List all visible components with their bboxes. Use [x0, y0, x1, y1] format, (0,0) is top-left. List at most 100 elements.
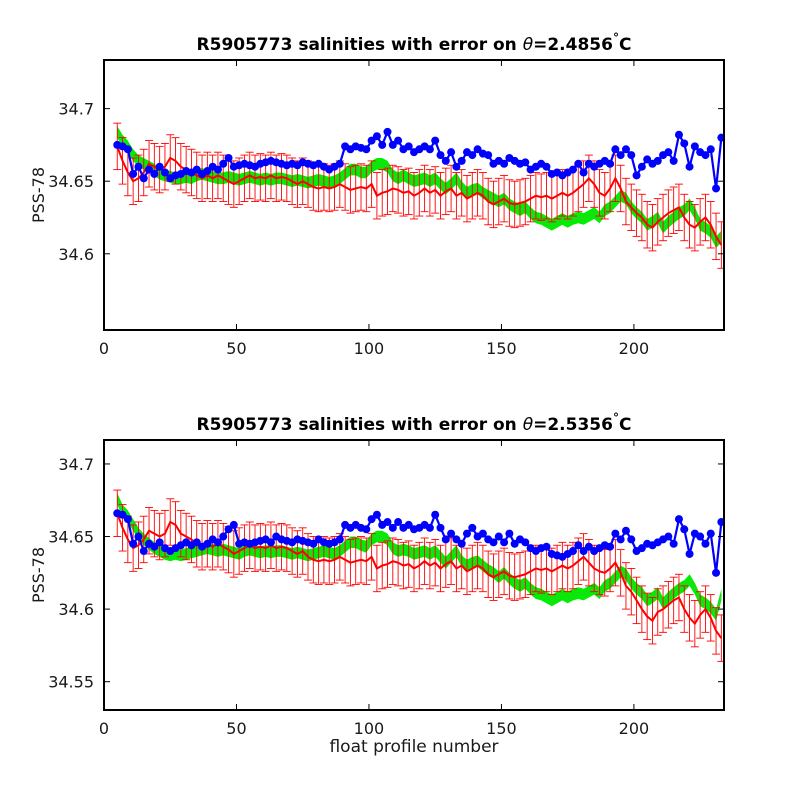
- uncorrected-salinity-point: [579, 547, 588, 556]
- x-tick-label: 200: [619, 339, 650, 358]
- uncorrected-salinity-point: [484, 151, 493, 160]
- uncorrected-salinity-point: [447, 148, 456, 157]
- uncorrected-salinity-point: [685, 549, 694, 558]
- uncorrected-salinity-point: [574, 541, 583, 550]
- x-tick-label: 200: [619, 719, 650, 738]
- y-tick-label: 34.65: [48, 172, 94, 191]
- y-tick-label: 34.55: [48, 673, 94, 692]
- uncorrected-salinity-point: [674, 515, 683, 524]
- uncorrected-salinity-point: [568, 165, 577, 174]
- uncorrected-salinity-point: [134, 162, 143, 171]
- uncorrected-salinity-point: [457, 156, 466, 165]
- uncorrected-salinity-point: [568, 547, 577, 556]
- uncorrected-salinity-point: [150, 542, 159, 551]
- ylabel-top: PSS-78: [29, 167, 48, 223]
- uncorrected-salinity-point: [224, 153, 233, 162]
- y-tick-label: 34.65: [48, 528, 94, 547]
- uncorrected-salinity-point: [706, 145, 715, 154]
- title-top-prefix: R5905773 salinities with error on: [197, 35, 523, 55]
- uncorrected-salinity-point: [129, 169, 138, 178]
- uncorrected-salinity-point: [473, 145, 482, 154]
- x-tick-label: 100: [354, 719, 385, 738]
- uncorrected-salinity-point: [139, 547, 148, 556]
- uncorrected-salinity-point: [616, 151, 625, 160]
- uncorrected-salinity-point: [203, 539, 212, 548]
- uncorrected-salinity-point: [606, 159, 615, 168]
- uncorrected-salinity-point: [696, 532, 705, 541]
- uncorrected-salinity-point: [425, 145, 434, 154]
- x-tick-label: 0: [99, 339, 109, 358]
- uncorrected-salinity-point: [229, 520, 238, 529]
- uncorrected-salinity-point: [579, 168, 588, 177]
- uncorrected-salinity-point: [441, 156, 450, 165]
- uncorrected-salinity-point: [701, 151, 710, 160]
- uncorrected-salinity-point: [706, 529, 715, 538]
- uncorrected-salinity-point: [468, 523, 477, 532]
- uncorrected-salinity-point: [489, 538, 498, 547]
- uncorrected-salinity-point: [203, 167, 212, 176]
- uncorrected-salinity-point: [653, 156, 662, 165]
- title-top-degree: °: [613, 31, 619, 45]
- uncorrected-salinity-point: [452, 162, 461, 171]
- title-bottom-theta: θ: [523, 415, 534, 435]
- uncorrected-salinity-point: [213, 538, 222, 547]
- uncorrected-salinity-point: [521, 538, 530, 547]
- calibrated-salinity-line: [116, 146, 723, 246]
- x-tick-label: 150: [486, 719, 517, 738]
- uncorrected-salinity-point: [224, 525, 233, 534]
- uncorrected-salinity-point: [632, 171, 641, 180]
- uncorrected-salinity-point: [685, 162, 694, 171]
- ylabel-bottom: PSS-78: [29, 547, 48, 603]
- uncorrected-salinity-point: [309, 539, 318, 548]
- uncorrected-salinity-point: [500, 538, 509, 547]
- title-bottom-degree: °: [613, 411, 619, 425]
- title-top-value: =2.4856: [533, 35, 613, 55]
- uncorrected-salinity-point: [616, 535, 625, 544]
- uncorrected-salinity-point: [394, 136, 403, 145]
- y-tick-label: 34.6: [58, 600, 94, 619]
- plot-marks: [113, 489, 724, 662]
- uncorrected-salinity-point: [123, 515, 132, 524]
- uncorrected-salinity-point: [335, 159, 344, 168]
- uncorrected-salinity-point: [701, 539, 710, 548]
- uncorrected-salinity-point: [643, 155, 652, 164]
- uncorrected-salinity-point: [425, 523, 434, 532]
- uncorrected-salinity-point: [134, 532, 143, 541]
- uncorrected-salinity-point: [118, 510, 127, 519]
- uncorrected-salinity-point: [574, 159, 583, 168]
- title-bottom-prefix: R5905773 salinities with error on: [197, 415, 523, 435]
- x-tick-label: 100: [354, 339, 385, 358]
- uncorrected-salinity-point: [139, 174, 148, 183]
- uncorrected-salinity-point: [155, 162, 164, 171]
- uncorrected-salinity-point: [388, 140, 397, 149]
- uncorrected-salinity-point: [664, 148, 673, 157]
- uncorrected-salinity-point: [584, 542, 593, 551]
- uncorrected-salinity-point: [712, 184, 721, 193]
- uncorrected-salinity-point: [383, 518, 392, 527]
- uncorrected-salinity-point: [637, 544, 646, 553]
- uncorrected-salinity-point: [431, 136, 440, 145]
- uncorrected-salinity-point: [611, 529, 620, 538]
- uncorrected-salinity-point: [606, 542, 615, 551]
- uncorrected-salinity-point: [712, 568, 721, 577]
- uncorrected-salinity-point: [219, 159, 228, 168]
- uncorrected-salinity-point: [388, 523, 397, 532]
- axes-frame-top: [103, 59, 725, 331]
- uncorrected-salinity-point: [219, 532, 228, 541]
- plot-area-top: 0 50 100 150 200 34.6 34.65 34.7: [48, 60, 724, 358]
- uncorrected-salinity-point: [372, 132, 381, 141]
- uncorrected-salinity-point: [192, 538, 201, 547]
- uncorrected-salinity-point: [192, 165, 201, 174]
- y-tick-label: 34.7: [58, 455, 94, 474]
- uncorrected-salinity-point: [145, 165, 154, 174]
- uncorrected-salinity-point: [680, 525, 689, 534]
- uncorrected-salinity-point: [521, 158, 530, 167]
- panel-top: R5905773 salinities with error on θ=2.48…: [29, 31, 725, 358]
- uncorrected-salinity-point: [436, 151, 445, 160]
- uncorrected-salinity-point: [611, 145, 620, 154]
- axes-frame-bottom: [103, 439, 725, 711]
- error-bar: [717, 221, 724, 269]
- uncorrected-salinity-point: [478, 529, 487, 538]
- uncorrected-salinity-point: [669, 539, 678, 548]
